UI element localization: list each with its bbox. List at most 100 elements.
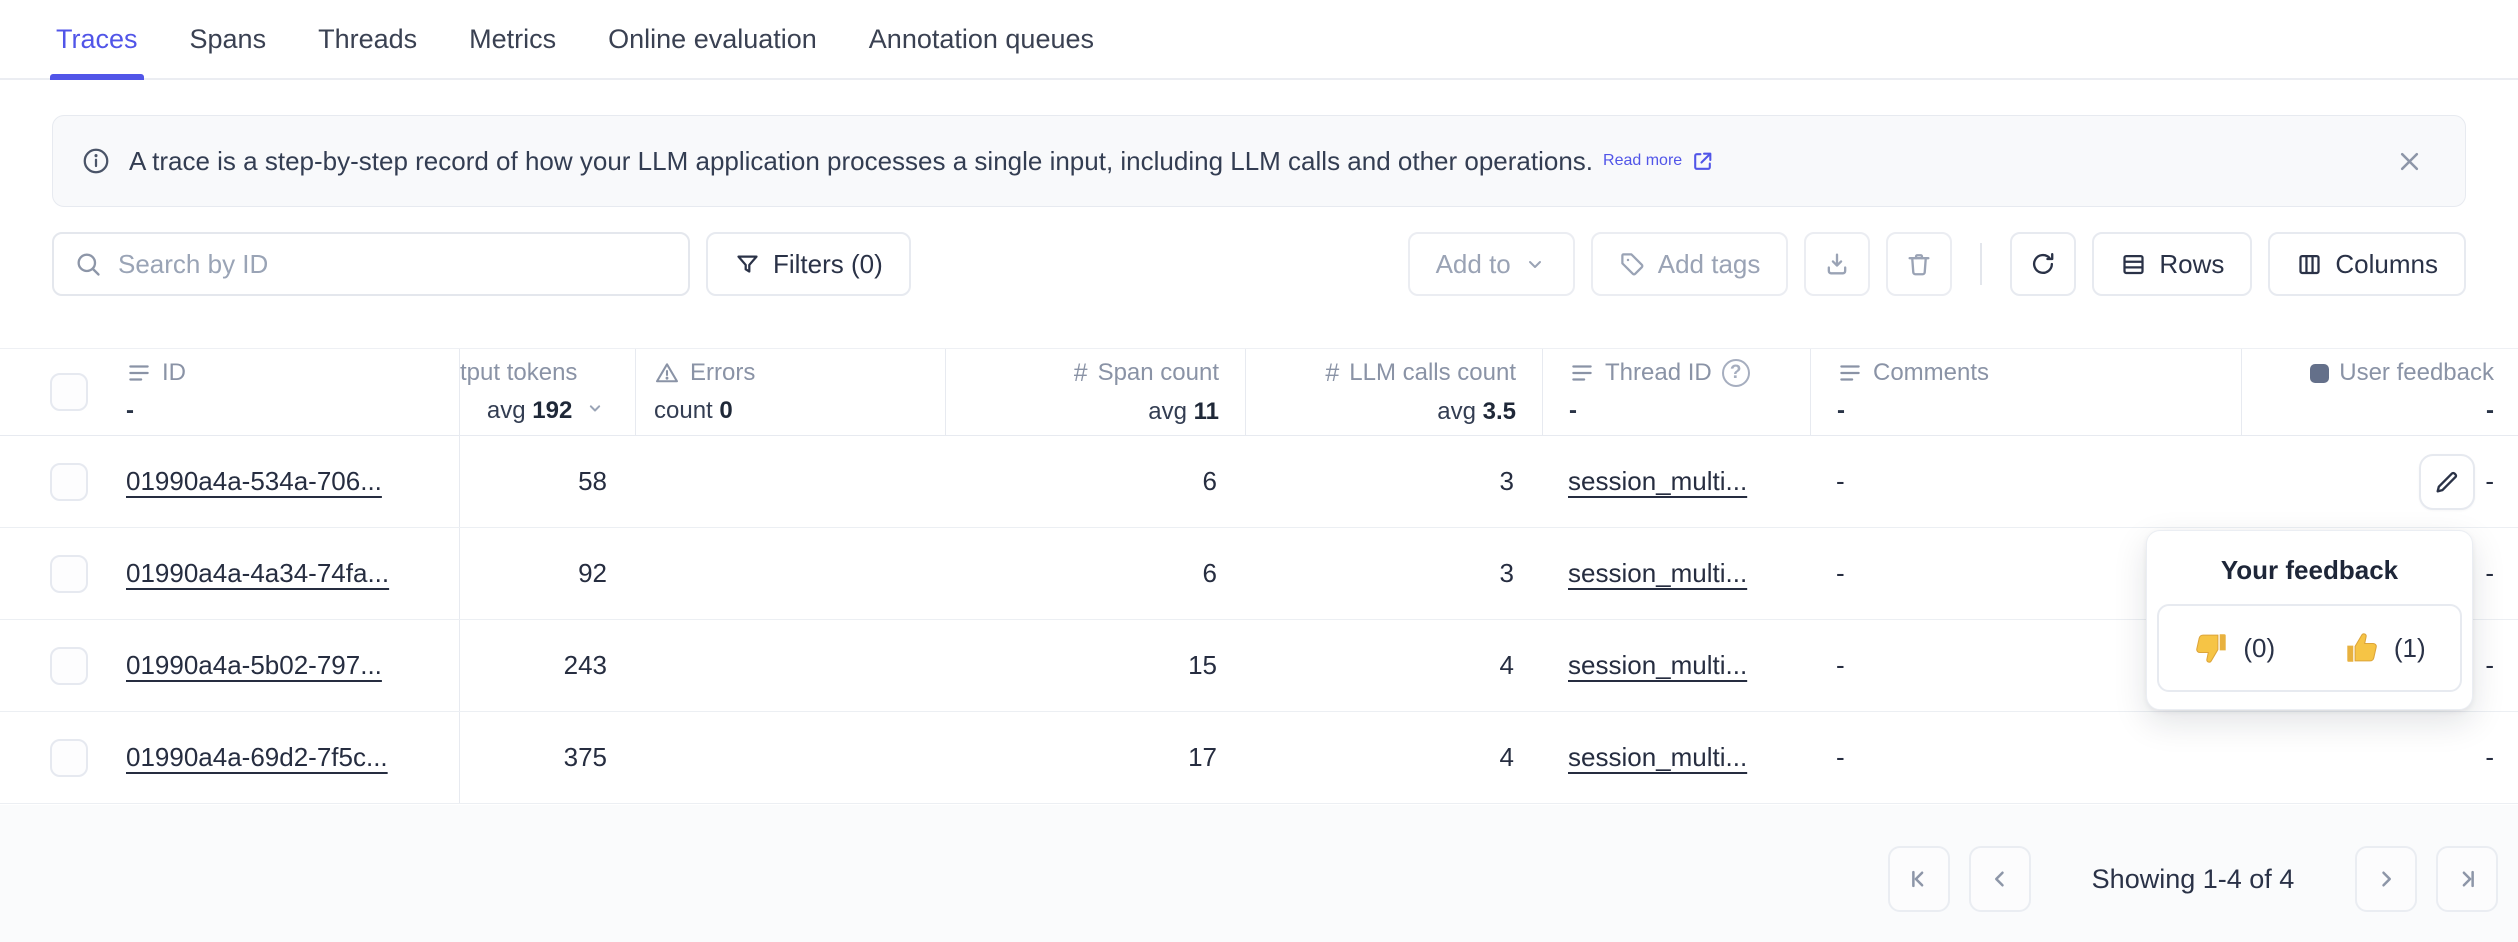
add-to-button[interactable]: Add to	[1407, 232, 1575, 296]
info-banner: A trace is a step-by-step record of how …	[52, 115, 2466, 207]
columns-button[interactable]: Columns	[2268, 232, 2466, 296]
rows-label: Rows	[2159, 248, 2225, 279]
thread-id-link[interactable]: session_multi...	[1568, 742, 1748, 772]
row-checkbox[interactable]	[50, 646, 88, 685]
errors-cell	[635, 436, 945, 527]
thumbs-down-button[interactable]: (0)	[2159, 606, 2310, 690]
span-count-cell: 17	[1188, 742, 1217, 772]
output-tokens-cell: 58	[578, 466, 607, 496]
pagination-status: Showing 1-4 of 4	[2091, 863, 2295, 894]
last-page-button[interactable]	[2436, 846, 2498, 912]
trace-id-link[interactable]: 01990a4a-5b02-797...	[126, 650, 382, 680]
header-llm-calls-count-label: LLM calls count	[1349, 359, 1516, 386]
previous-page-button[interactable]	[1969, 846, 2031, 912]
filter-icon	[737, 255, 758, 273]
banner-close-button[interactable]	[2387, 139, 2431, 183]
header-llm-calls-count-aggregate: avg 3.5	[1437, 397, 1516, 425]
search-icon	[77, 253, 100, 276]
select-all-checkbox[interactable]	[50, 373, 88, 411]
header-output-tokens[interactable]: tput tokens avg 192	[460, 349, 635, 435]
user-feedback-cell: -	[2485, 650, 2494, 680]
tab-threads[interactable]: Threads	[318, 23, 418, 54]
header-id[interactable]: ID -	[100, 349, 460, 435]
aggregate-dropdown-icon[interactable]	[585, 398, 605, 418]
row-select-cell	[0, 712, 100, 803]
trace-id-link[interactable]: 01990a4a-4a34-74fa...	[126, 558, 390, 588]
help-icon[interactable]: ?	[1721, 359, 1750, 387]
thumbs-up-button[interactable]: (1)	[2310, 606, 2461, 690]
header-errors[interactable]: Errors count 0	[635, 349, 945, 435]
header-errors-aggregate: count 0	[654, 397, 733, 424]
header-user-feedback-aggregate: -	[2486, 397, 2494, 424]
filters-button[interactable]: Filters (0)	[706, 232, 911, 296]
llm-calls-count-cell: 3	[1499, 558, 1514, 588]
llm-calls-count-cell: 4	[1499, 650, 1514, 680]
header-user-feedback-label: User feedback	[2339, 359, 2494, 386]
thread-id-link[interactable]: session_multi...	[1568, 650, 1748, 680]
rows-icon	[2123, 254, 2145, 274]
row-checkbox[interactable]	[50, 462, 88, 501]
header-id-aggregate: -	[126, 397, 134, 424]
search-box[interactable]	[52, 232, 690, 296]
tab-annotation-queues[interactable]: Annotation queues	[868, 23, 1094, 54]
toolbar-right-group: Add to Add tags Rows C	[1407, 232, 2466, 296]
header-comments[interactable]: Comments -	[1810, 349, 2241, 435]
id-cell: 01990a4a-534a-706...	[100, 436, 460, 527]
tab-metrics[interactable]: Metrics	[469, 23, 557, 54]
errors-cell	[635, 620, 945, 711]
tab-spans[interactable]: Spans	[189, 23, 267, 54]
row-checkbox[interactable]	[50, 554, 88, 593]
table-row[interactable]: 01990a4a-534a-706... 58 6 3 session_mult…	[0, 436, 2518, 528]
row-checkbox[interactable]	[50, 738, 88, 777]
hash-icon: #	[1325, 358, 1340, 387]
user-feedback-cell: -	[2485, 558, 2494, 588]
row-select-cell	[0, 528, 100, 619]
header-llm-calls-count[interactable]: # LLM calls count avg 3.5	[1245, 349, 1542, 435]
header-span-count[interactable]: # Span count avg 11	[945, 349, 1245, 435]
trash-icon	[1908, 254, 1930, 276]
delete-button[interactable]	[1886, 232, 1953, 296]
list-icon	[1572, 365, 1592, 381]
rows-button[interactable]: Rows	[2092, 232, 2253, 296]
feedback-popover: Your feedback (0) (1)	[2146, 530, 2473, 710]
next-page-button[interactable]	[2355, 846, 2417, 912]
output-tokens-cell: 375	[563, 742, 607, 772]
edit-feedback-button[interactable]	[2419, 453, 2476, 510]
tab-traces[interactable]: Traces	[50, 0, 143, 80]
trace-id-link[interactable]: 01990a4a-69d2-7f5c...	[126, 742, 388, 772]
comments-cell: -	[1836, 650, 1845, 680]
refresh-icon	[2033, 253, 2054, 274]
search-input[interactable]	[118, 248, 668, 280]
square-icon	[2310, 363, 2330, 383]
banner-text: A trace is a step-by-step record of how …	[129, 145, 1594, 176]
download-button[interactable]	[1804, 232, 1871, 296]
thread-id-link[interactable]: session_multi...	[1568, 558, 1748, 588]
comments-cell: -	[1836, 466, 1845, 496]
read-more-link[interactable]: Read more	[1603, 149, 1715, 174]
warning-icon	[656, 363, 678, 383]
thumbs-up-icon	[2347, 633, 2377, 662]
thread-id-cell: session_multi...	[1542, 528, 1810, 619]
thread-id-link[interactable]: session_multi...	[1568, 466, 1748, 496]
tab-online-evaluation[interactable]: Online evaluation	[608, 23, 817, 54]
header-comments-label: Comments	[1873, 359, 1990, 386]
table-row[interactable]: 01990a4a-4a34-74fa... 92 6 3 session_mul…	[0, 528, 2518, 620]
header-user-feedback[interactable]: User feedback -	[2241, 349, 2518, 435]
external-link-icon	[1694, 152, 1712, 170]
header-thread-id[interactable]: Thread ID ? -	[1542, 349, 1810, 435]
trace-id-link[interactable]: 01990a4a-534a-706...	[126, 466, 382, 496]
first-page-button[interactable]	[1888, 846, 1950, 912]
id-cell: 01990a4a-5b02-797...	[100, 620, 460, 711]
info-icon	[81, 146, 111, 176]
errors-cell	[635, 528, 945, 619]
table-row[interactable]: 01990a4a-5b02-797... 243 15 4 session_mu…	[0, 620, 2518, 712]
download-icon	[1828, 253, 1847, 275]
refresh-button[interactable]	[2010, 232, 2077, 296]
chevron-left-icon	[1995, 871, 2004, 887]
traces-table: ID - tput tokens avg 192 Errors count 0	[0, 348, 2518, 804]
list-icon	[1840, 365, 1860, 381]
add-tags-button[interactable]: Add tags	[1590, 232, 1789, 296]
pencil-icon	[2436, 471, 2458, 492]
comments-cell: -	[1836, 742, 1845, 772]
table-row[interactable]: 01990a4a-69d2-7f5c... 375 17 4 session_m…	[0, 712, 2518, 804]
